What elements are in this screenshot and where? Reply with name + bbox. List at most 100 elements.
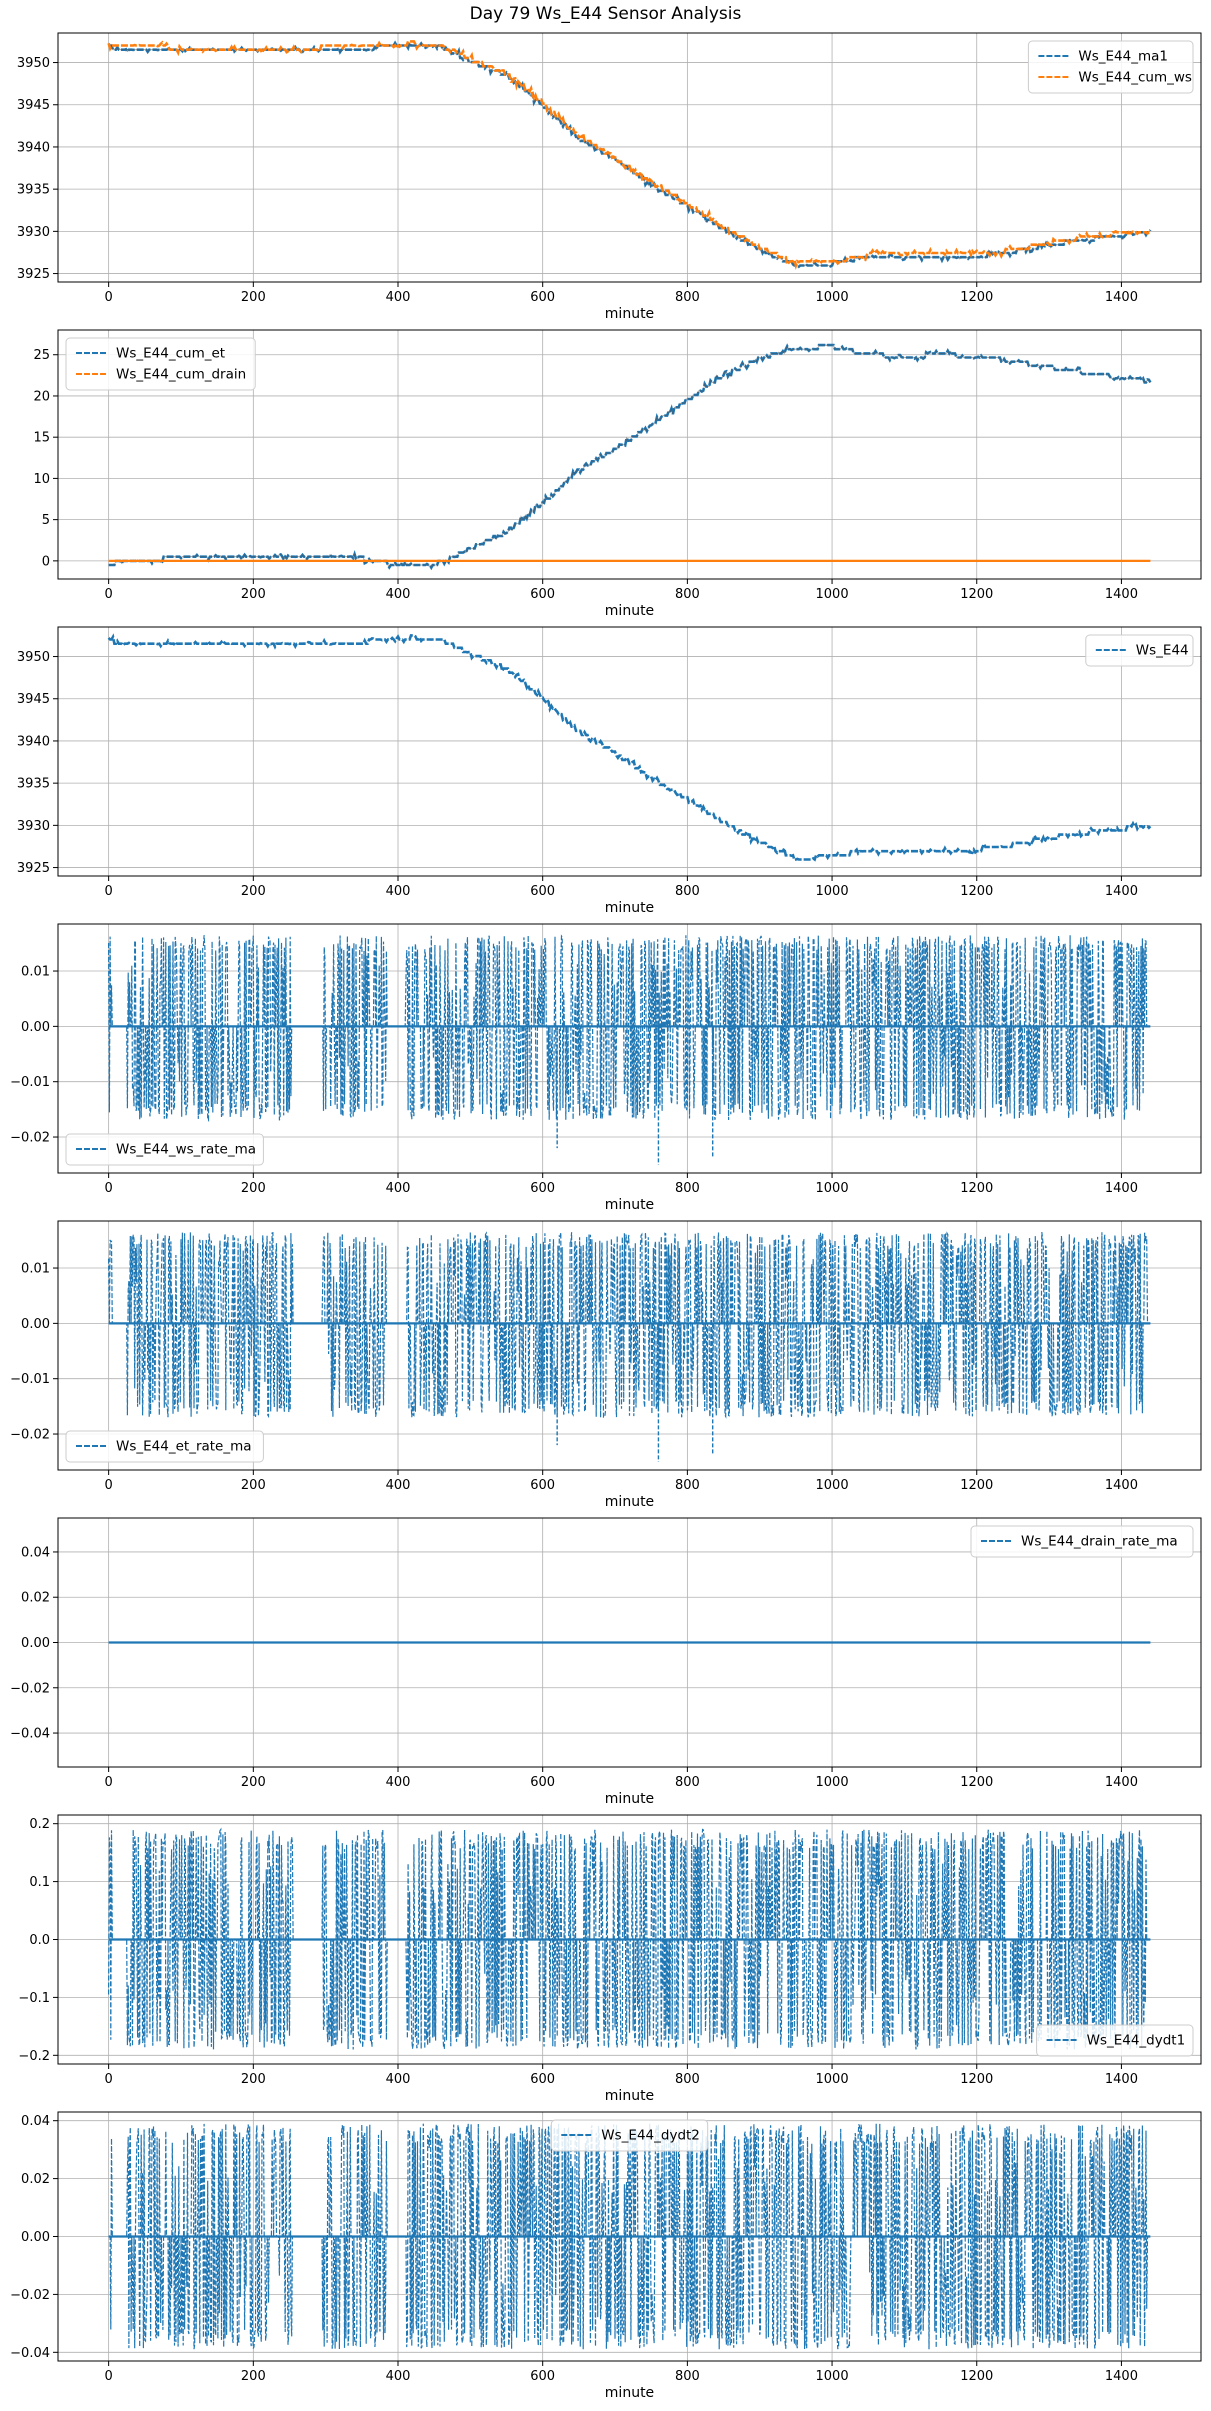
y-tick-label: 0 — [42, 554, 50, 569]
x-tick-label: 800 — [675, 290, 700, 305]
y-tick-label: 0.01 — [21, 1262, 50, 1277]
legend-label: Ws_E44_et_rate_ma — [116, 1439, 252, 1455]
y-tick-label: 3950 — [17, 650, 50, 665]
series-shadow — [108, 344, 1151, 569]
series-line-1 — [108, 39, 1152, 269]
x-tick-label: 0 — [104, 1181, 112, 1196]
x-axis-label: minute — [605, 1494, 654, 1510]
y-tick-label: −0.01 — [10, 1372, 50, 1387]
x-tick-label: 1000 — [816, 587, 849, 602]
x-tick-label: 400 — [386, 884, 411, 899]
x-tick-label: 600 — [530, 1181, 555, 1196]
axes-frame — [57, 923, 1202, 1174]
x-tick-label: 1000 — [816, 884, 849, 899]
axes-frame — [57, 1220, 1202, 1471]
series-group — [108, 1231, 1151, 1462]
x-tick-label: 1200 — [960, 2072, 993, 2087]
legend-label: Ws_E44_cum_et — [116, 346, 225, 362]
x-tick-label: 1200 — [960, 1478, 993, 1493]
chart-panel-3: 0 200 400 600 800 1000 1200 1400 3925 3930 3935 394… — [17, 626, 1202, 916]
legend-box — [65, 1430, 264, 1463]
axes-frame — [57, 32, 1202, 283]
legend-box — [65, 337, 256, 391]
axes-frame — [57, 626, 1202, 877]
y-tick-label: 15 — [33, 431, 50, 446]
y-tick-label: 0.04 — [21, 1545, 50, 1560]
legend-label: Ws_E44_cum_drain — [116, 367, 246, 383]
x-tick-label: 1400 — [1105, 884, 1138, 899]
x-axis-label: minute — [605, 603, 654, 619]
series-group — [108, 1827, 1151, 2050]
y-tick-label: 3925 — [17, 267, 50, 282]
legend-label: Ws_E44 — [1136, 643, 1189, 659]
x-tick-label: 1200 — [960, 587, 993, 602]
x-tick-label: 1200 — [960, 884, 993, 899]
y-tick-label: 0.01 — [21, 965, 50, 980]
x-tick-label: 0 — [104, 290, 112, 305]
y-tick-label: 10 — [33, 472, 50, 487]
x-tick-label: 1400 — [1105, 587, 1138, 602]
legend-label: Ws_E44_ws_rate_ma — [116, 1142, 256, 1158]
x-tick-label: 800 — [675, 587, 700, 602]
chart-panel-6: 0 200 400 600 800 1000 1200 1400 −0.04 −0.02 0.00 0… — [10, 1517, 1202, 1807]
x-tick-label: 1400 — [1105, 2072, 1138, 2087]
y-tick-label: 0.00 — [21, 1317, 50, 1332]
y-tick-label: 5 — [42, 513, 50, 528]
x-tick-label: 600 — [530, 290, 555, 305]
y-tick-label: 0.02 — [21, 2172, 50, 2187]
y-tick-label: −0.04 — [10, 2346, 50, 2361]
x-tick-label: 1400 — [1105, 2369, 1138, 2384]
x-tick-label: 200 — [241, 587, 266, 602]
y-tick-label: 3940 — [17, 734, 50, 749]
x-tick-label: 0 — [104, 2072, 112, 2087]
legend-label: Ws_E44_cum_ws — [1078, 70, 1192, 86]
x-tick-label: 600 — [530, 1775, 555, 1790]
legend-label: Ws_E44_ma1 — [1078, 49, 1168, 65]
y-tick-label: −0.01 — [10, 1075, 50, 1090]
x-tick-label: 600 — [530, 587, 555, 602]
chart-panel-2: 0 200 400 600 800 1000 1200 1400 0 5 10 15 20 25 minut… — [33, 329, 1202, 619]
y-tick-label: 0.00 — [21, 2230, 50, 2245]
y-tick-label: 25 — [33, 348, 50, 363]
x-tick-label: 800 — [675, 1181, 700, 1196]
x-tick-label: 600 — [530, 884, 555, 899]
series-group — [107, 39, 1152, 271]
y-tick-label: −0.02 — [10, 1131, 50, 1146]
y-tick-label: −0.2 — [18, 2049, 50, 2064]
x-axis-label: minute — [605, 1197, 654, 1213]
x-tick-label: 200 — [241, 290, 266, 305]
x-tick-label: 0 — [104, 2369, 112, 2384]
x-tick-label: 400 — [386, 2072, 411, 2087]
x-tick-label: 1200 — [960, 1181, 993, 1196]
x-tick-label: 1000 — [816, 1775, 849, 1790]
y-tick-label: 0.02 — [21, 1591, 50, 1606]
y-tick-label: 3935 — [17, 183, 50, 198]
legend-label: Ws_E44_dydt1 — [1087, 2033, 1186, 2049]
x-tick-label: 400 — [386, 2369, 411, 2384]
axes-frame — [57, 329, 1202, 580]
x-tick-label: 0 — [104, 1775, 112, 1790]
y-tick-label: −0.02 — [10, 2288, 50, 2303]
y-tick-label: 3940 — [17, 140, 50, 155]
y-tick-label: 0.2 — [29, 1817, 50, 1832]
legend-box — [1036, 2024, 1194, 2057]
series-group — [108, 934, 1151, 1165]
y-tick-label: 0.00 — [21, 1636, 50, 1651]
y-tick-label: −0.04 — [10, 1727, 50, 1742]
y-tick-label: 3945 — [17, 98, 50, 113]
legend-box — [1027, 40, 1194, 94]
series-line-1 — [108, 1231, 1151, 1419]
y-tick-label: 0.00 — [21, 1020, 50, 1035]
x-tick-label: 400 — [386, 1478, 411, 1493]
x-axis-label: minute — [605, 2385, 654, 2401]
legend-box — [1085, 634, 1194, 667]
legend-label: Ws_E44_drain_rate_ma — [1021, 1534, 1178, 1550]
x-tick-label: 400 — [386, 1775, 411, 1790]
x-axis-label: minute — [605, 900, 654, 916]
chart-panel-1: 0 200 400 600 800 1000 1200 1400 3925 3930 3935 394… — [17, 32, 1202, 322]
series-line-1 — [108, 1827, 1151, 2050]
y-tick-label: −0.02 — [10, 1428, 50, 1443]
x-tick-label: 400 — [386, 587, 411, 602]
y-tick-label: 20 — [33, 389, 50, 404]
